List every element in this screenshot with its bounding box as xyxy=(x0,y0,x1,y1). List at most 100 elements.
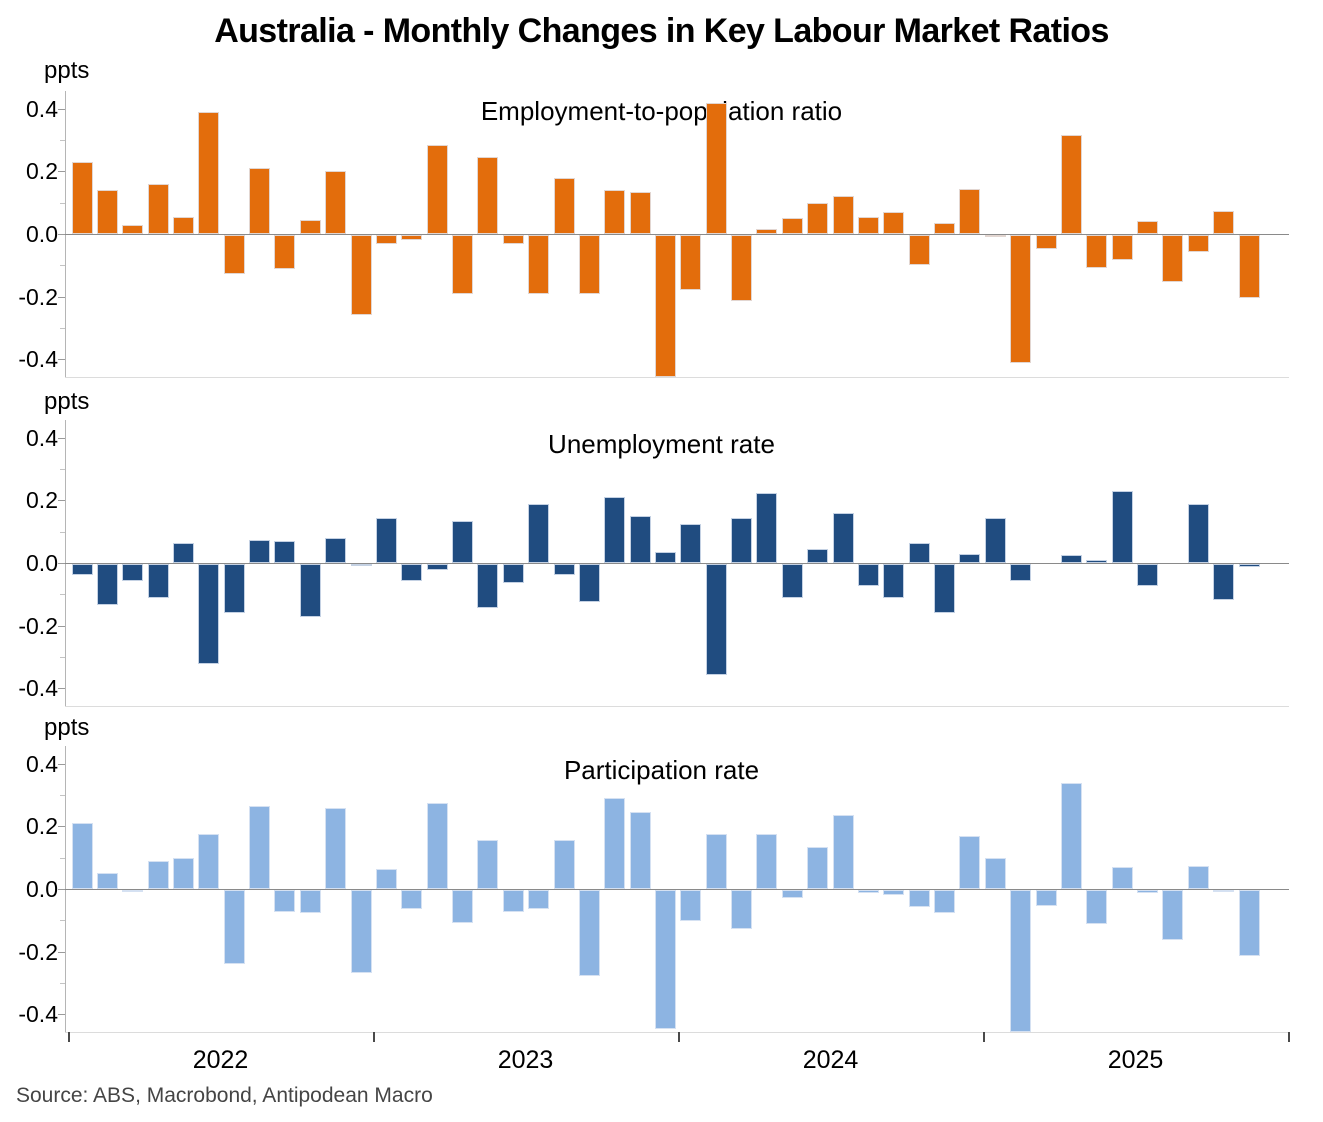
bar-2024-10 xyxy=(909,543,930,563)
y-tick-label: 0.2 xyxy=(26,487,58,513)
y-tick-minor xyxy=(60,532,65,533)
bar-2025-03 xyxy=(1036,890,1057,906)
bar-2024-12 xyxy=(959,836,980,889)
bar-2024-01 xyxy=(680,890,701,921)
bar-2022-04 xyxy=(148,184,169,234)
bar-2022-12 xyxy=(351,235,372,315)
y-tick-major xyxy=(58,889,65,890)
bar-2023-11 xyxy=(630,812,651,889)
y-tick-major xyxy=(58,688,65,689)
bar-2023-04 xyxy=(452,890,473,923)
bar-2023-10 xyxy=(604,190,625,234)
bar-2024-09 xyxy=(883,890,904,895)
bar-2024-10 xyxy=(909,890,930,907)
x-year-tick xyxy=(678,1032,680,1042)
chart-title: Australia - Monthly Changes in Key Labou… xyxy=(0,12,1323,51)
y-tick-label: -0.2 xyxy=(18,939,58,965)
bar-2025-07 xyxy=(1137,564,1158,586)
bar-2024-03 xyxy=(731,235,752,301)
y-axis-line xyxy=(65,91,66,377)
y-tick-major xyxy=(58,359,65,360)
bar-2024-01 xyxy=(680,235,701,290)
bar-2025-06 xyxy=(1112,491,1133,563)
bar-2022-05 xyxy=(173,858,194,889)
bar-2022-01 xyxy=(72,823,93,889)
bar-2024-06 xyxy=(807,549,828,563)
bar-2022-11 xyxy=(325,171,346,234)
bar-2023-09 xyxy=(579,890,600,976)
y-tick-major xyxy=(58,297,65,298)
bar-2024-05 xyxy=(782,564,803,598)
zero-gridline xyxy=(65,563,1289,564)
bar-2023-06 xyxy=(503,564,524,583)
y-tick-minor xyxy=(60,795,65,796)
bar-2025-10 xyxy=(1213,211,1234,234)
bar-2023-04 xyxy=(452,235,473,294)
bar-2025-01 xyxy=(985,235,1006,237)
bar-2024-08 xyxy=(858,564,879,586)
y-tick-major xyxy=(58,563,65,564)
bar-2023-12 xyxy=(655,235,676,377)
y-tick-major xyxy=(58,826,65,827)
bar-2025-08 xyxy=(1162,890,1183,940)
y-tick-minor xyxy=(60,203,65,204)
x-year-tick xyxy=(1288,1032,1290,1042)
y-axis-unit-label: ppts xyxy=(44,714,90,741)
bar-2024-04 xyxy=(756,834,777,889)
y-tick-major xyxy=(58,109,65,110)
bar-2024-09 xyxy=(883,212,904,234)
bar-2024-09 xyxy=(883,564,904,598)
bar-2024-12 xyxy=(959,554,980,563)
bar-2022-07 xyxy=(224,890,245,964)
x-year-tick xyxy=(68,1032,70,1042)
bar-2022-08 xyxy=(249,540,270,563)
bar-2022-10 xyxy=(300,564,321,617)
panel-title-unemployment: Unemployment rate xyxy=(548,429,775,459)
bar-2022-08 xyxy=(249,806,270,889)
bar-2024-08 xyxy=(858,890,879,893)
bar-2025-05 xyxy=(1086,235,1107,268)
bar-2023-08 xyxy=(554,178,575,234)
y-tick-major xyxy=(58,500,65,501)
bar-2022-10 xyxy=(300,890,321,913)
bar-2025-04 xyxy=(1061,555,1082,563)
bar-2023-03 xyxy=(427,145,448,234)
bar-2023-05 xyxy=(477,157,498,234)
bar-2024-02 xyxy=(706,564,727,675)
bar-2025-06 xyxy=(1112,867,1133,889)
bar-2023-06 xyxy=(503,235,524,244)
y-tick-major xyxy=(58,438,65,439)
x-year-label: 2023 xyxy=(497,1046,554,1074)
bar-2025-10 xyxy=(1213,890,1234,892)
bar-2022-09 xyxy=(274,541,295,563)
bar-2023-06 xyxy=(503,890,524,912)
bar-2025-09 xyxy=(1188,504,1209,563)
bar-2022-02 xyxy=(97,873,118,889)
bar-2024-07 xyxy=(833,196,854,234)
y-tick-label: 0.2 xyxy=(26,158,58,184)
bar-2024-05 xyxy=(782,890,803,898)
bar-2025-02 xyxy=(1010,890,1031,1032)
bar-2024-06 xyxy=(807,203,828,234)
y-tick-label: 0.4 xyxy=(26,96,58,122)
y-tick-label: 0.4 xyxy=(26,751,58,777)
bar-2024-02 xyxy=(706,103,727,234)
y-tick-major xyxy=(58,764,65,765)
bar-2023-01 xyxy=(376,235,397,244)
bar-2025-11 xyxy=(1239,235,1260,298)
bar-2024-02 xyxy=(706,834,727,889)
x-year-tick xyxy=(373,1032,375,1042)
bar-2024-08 xyxy=(858,217,879,234)
y-tick-major xyxy=(58,171,65,172)
bar-2023-12 xyxy=(655,552,676,563)
bar-2022-06 xyxy=(198,564,219,664)
y-tick-minor xyxy=(60,140,65,141)
y-tick-label: -0.4 xyxy=(18,1001,58,1027)
bar-2023-05 xyxy=(477,840,498,889)
bar-2023-02 xyxy=(401,235,422,240)
y-tick-minor xyxy=(60,657,65,658)
x-year-label: 2022 xyxy=(192,1046,249,1074)
y-tick-minor xyxy=(60,469,65,470)
bar-2024-03 xyxy=(731,890,752,929)
